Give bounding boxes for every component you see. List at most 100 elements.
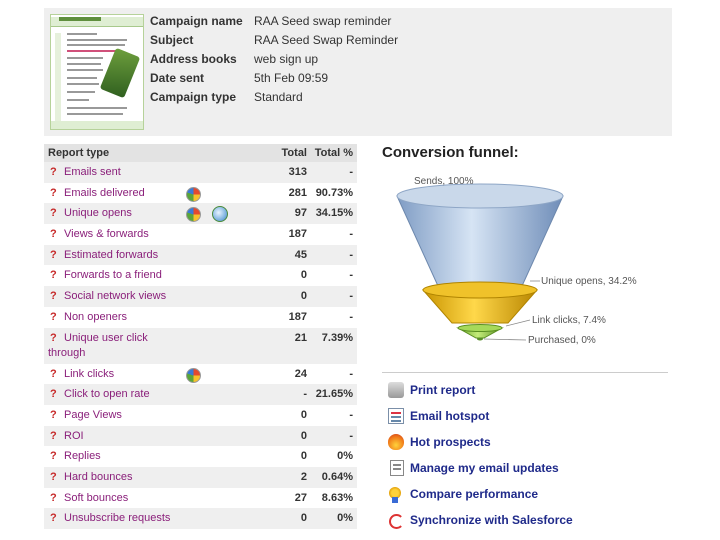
action-list: Print report Email hotspot Hot prospects Ma… bbox=[382, 379, 668, 535]
report-row-total: 0 bbox=[300, 450, 307, 463]
thumbnail-plant-image bbox=[99, 47, 141, 99]
action-link[interactable]: Manage my email updates bbox=[382, 457, 668, 483]
report-row-label[interactable]: Unique user click through bbox=[48, 331, 148, 359]
funnel-stage-sends bbox=[396, 195, 564, 287]
report-row-label[interactable]: Views & forwards bbox=[64, 228, 149, 241]
report-row-pct: 21.65% bbox=[315, 388, 353, 401]
report-row-label[interactable]: Social network views bbox=[64, 290, 167, 303]
thumbnail-text-line bbox=[67, 44, 125, 46]
action-link-label[interactable]: Manage my email updates bbox=[410, 461, 559, 475]
help-icon[interactable]: ? bbox=[50, 290, 57, 303]
campaign-field-label: Campaign type bbox=[150, 90, 237, 104]
help-icon[interactable]: ? bbox=[50, 388, 57, 401]
flame-icon bbox=[388, 434, 404, 450]
thumbnail-link-line bbox=[67, 50, 122, 52]
help-icon[interactable]: ? bbox=[50, 186, 57, 199]
action-link[interactable]: Compare performance bbox=[382, 483, 668, 509]
report-row-pct: - bbox=[349, 228, 353, 241]
funnel-stage-label: Link clicks, 7.4% bbox=[532, 315, 606, 326]
report-row-pct: 0% bbox=[337, 450, 353, 463]
help-icon[interactable]: ? bbox=[50, 331, 57, 344]
report-row-total: 0 bbox=[300, 408, 307, 421]
funnel-leader-line bbox=[505, 319, 531, 327]
funnel-stage-sends-top bbox=[396, 183, 564, 209]
help-icon[interactable]: ? bbox=[50, 310, 57, 323]
help-icon[interactable]: ? bbox=[50, 166, 57, 178]
action-link-label[interactable]: Compare performance bbox=[410, 487, 539, 501]
pie-chart-icon[interactable] bbox=[186, 367, 201, 383]
help-icon[interactable]: ? bbox=[50, 228, 57, 241]
help-icon[interactable]: ? bbox=[50, 491, 57, 504]
thumbnail-text-line bbox=[67, 33, 97, 35]
thumbnail-text-line bbox=[67, 113, 123, 115]
help-icon[interactable]: ? bbox=[50, 450, 57, 463]
report-row-pct: 0% bbox=[337, 512, 353, 525]
report-row-label[interactable]: Estimated forwards bbox=[64, 248, 159, 261]
pie-chart-icon[interactable] bbox=[186, 207, 201, 223]
action-link[interactable]: Synchronize with Salesforce bbox=[382, 509, 668, 535]
report-table-header: Report type Total Total % bbox=[44, 144, 357, 162]
action-link-label[interactable]: Email hotspot bbox=[410, 409, 490, 423]
help-icon[interactable]: ? bbox=[50, 248, 57, 261]
report-row-label[interactable]: Unsubscribe requests bbox=[64, 512, 171, 525]
report-row-total: 187 bbox=[288, 228, 307, 241]
help-icon[interactable]: ? bbox=[50, 470, 57, 483]
campaign-summary-panel: Campaign name RAA Seed swap reminder Subje… bbox=[44, 8, 672, 136]
report-row: ? Link clicks 24 - bbox=[44, 364, 357, 385]
report-row: ? Replies 0 0% bbox=[44, 446, 357, 467]
help-icon[interactable]: ? bbox=[50, 269, 57, 282]
campaign-field-label: Date sent bbox=[150, 71, 205, 85]
thumbnail-text-line bbox=[67, 39, 127, 41]
report-row-label[interactable]: Non openers bbox=[64, 310, 127, 323]
thumbnail-org-name-bar bbox=[59, 17, 101, 21]
sync-icon bbox=[388, 512, 404, 529]
help-icon[interactable]: ? bbox=[50, 367, 57, 380]
help-icon[interactable]: ? bbox=[50, 429, 57, 442]
report-rows: ? Emails sent 313 -? Emails delivered 281 90.7… bbox=[44, 162, 357, 529]
email-thumbnail[interactable] bbox=[50, 14, 144, 130]
report-row-label[interactable]: Link clicks bbox=[64, 367, 115, 380]
thumbnail-text-line bbox=[67, 57, 103, 59]
help-icon[interactable]: ? bbox=[50, 408, 57, 421]
header-total: Total bbox=[281, 147, 307, 159]
report-row-pct: - bbox=[349, 166, 353, 178]
funnel-title: Conversion funnel: bbox=[382, 144, 519, 161]
action-link-label[interactable]: Synchronize with Salesforce bbox=[410, 513, 573, 527]
report-row-pct: - bbox=[349, 408, 353, 421]
report-row-label[interactable]: Click to open rate bbox=[64, 388, 150, 401]
report-row-total: 97 bbox=[294, 207, 307, 220]
report-row: ? Estimated forwards 45 - bbox=[44, 244, 357, 266]
action-link[interactable]: Email hotspot bbox=[382, 405, 668, 431]
report-row: ? Unsubscribe requests 0 0% bbox=[44, 508, 357, 529]
campaign-field-value: 5th Feb 09:59 bbox=[254, 71, 329, 85]
action-link-label[interactable]: Print report bbox=[410, 383, 476, 397]
report-row-label[interactable]: Soft bounces bbox=[64, 491, 129, 504]
report-row-label[interactable]: Emails delivered bbox=[64, 186, 145, 199]
help-icon[interactable]: ? bbox=[50, 207, 57, 220]
report-row-total: 187 bbox=[288, 310, 307, 323]
report-row-pct: - bbox=[349, 248, 353, 261]
report-row-label[interactable]: Forwards to a friend bbox=[64, 269, 162, 282]
report-row-label[interactable]: ROI bbox=[64, 429, 84, 442]
report-row-total: 2 bbox=[300, 470, 307, 483]
thumbnail-text-line bbox=[67, 91, 95, 93]
report-row-total: 0 bbox=[300, 429, 307, 442]
pie-chart-icon[interactable] bbox=[186, 186, 201, 202]
report-row-pct: - bbox=[349, 269, 353, 282]
report-row-pct: - bbox=[349, 310, 353, 323]
action-link-label[interactable]: Hot prospects bbox=[410, 435, 491, 449]
report-row-total: - bbox=[303, 388, 307, 401]
action-link[interactable]: Hot prospects bbox=[382, 431, 668, 457]
report-row-label[interactable]: Hard bounces bbox=[64, 470, 133, 483]
report-row-label[interactable]: Page Views bbox=[64, 408, 122, 421]
action-link[interactable]: Print report bbox=[382, 379, 668, 405]
thumbnail-text-line bbox=[67, 83, 99, 85]
report-row: ? Page Views 0 - bbox=[44, 405, 357, 426]
help-icon[interactable]: ? bbox=[50, 512, 57, 525]
globe-icon[interactable] bbox=[212, 206, 228, 223]
campaign-field-value: RAA Seed Swap Reminder bbox=[254, 33, 399, 47]
report-row-label[interactable]: Replies bbox=[64, 450, 101, 463]
report-row-label[interactable]: Emails sent bbox=[64, 166, 121, 178]
campaign-field-value: web sign up bbox=[254, 52, 319, 66]
report-row-label[interactable]: Unique opens bbox=[64, 207, 132, 220]
